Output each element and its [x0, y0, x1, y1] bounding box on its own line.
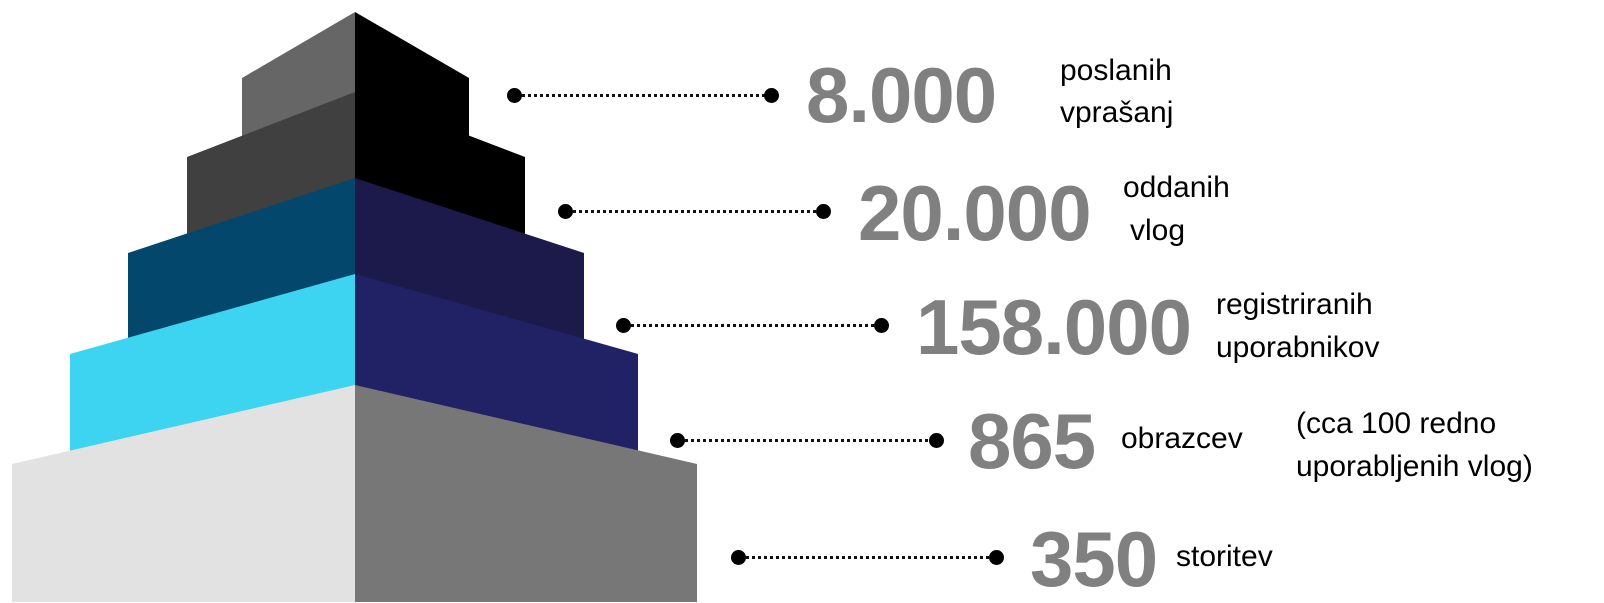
pyramid-diagram — [12, 12, 697, 602]
connector-2 — [566, 210, 822, 213]
stat-2-value: 20.000 — [858, 169, 1092, 257]
tier-5-left-face — [12, 385, 355, 602]
connector-3-start-dot — [616, 318, 631, 333]
connector-1 — [515, 94, 771, 97]
connector-5-end-dot — [989, 550, 1004, 565]
connector-2-start-dot — [558, 204, 573, 219]
tier-5-right-face — [355, 385, 697, 602]
stat-4-note-line2: uporabljenih vlog) — [1296, 450, 1533, 483]
stat-1-label-line2: vprašanj — [1060, 96, 1174, 129]
stat-2-label-line2: vlog — [1130, 214, 1186, 247]
connector-2-end-dot — [816, 204, 831, 219]
connector-1-start-dot — [507, 88, 522, 103]
stat-3-value: 158.000 — [916, 283, 1192, 371]
stat-5-label-line1: storitev — [1176, 540, 1273, 573]
connector-1-end-dot — [764, 88, 779, 103]
connector-4 — [678, 439, 934, 442]
stat-4-note-line1: (cca 100 redno — [1296, 407, 1497, 440]
connector-5 — [739, 556, 995, 559]
stat-1-value: 8.000 — [806, 51, 997, 139]
connector-4-start-dot — [670, 433, 685, 448]
stat-4-label-line1: obrazcev — [1121, 422, 1243, 455]
connector-5-start-dot — [731, 550, 746, 565]
connector-4-end-dot — [929, 433, 944, 448]
stat-3-label-line1: registriranih — [1216, 288, 1373, 321]
stat-2-label-line1: oddanih — [1123, 171, 1230, 204]
stat-5-value: 350 — [1030, 515, 1158, 603]
stat-1-label-line1: poslanih — [1060, 54, 1172, 87]
stat-3-label-line2: uporabnikov — [1216, 331, 1380, 364]
stat-4-value: 865 — [968, 397, 1096, 485]
connector-3 — [624, 324, 880, 327]
connector-3-end-dot — [874, 318, 889, 333]
